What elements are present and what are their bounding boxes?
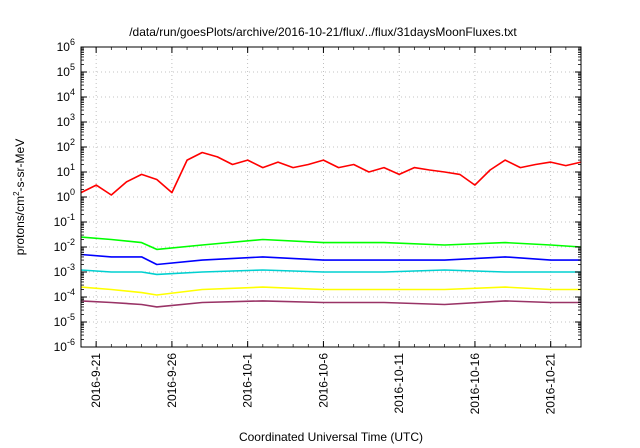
x-tick-label: 2016-10-21 <box>544 353 558 415</box>
x-axis-ticks: 2016-9-21 2016-9-26 2016-10-1 2016-10-6 2016… <box>89 47 567 415</box>
y-axis-ticks: 10-6 10-5 10-4 10-3 10-2 10-1 100 101 102 103 104 1… <box>54 37 581 354</box>
y-tick-label: 10-6 <box>54 337 75 354</box>
x-tick-label: 2016-10-16 <box>468 353 482 415</box>
x-tick-label: 2016-9-26 <box>165 353 179 408</box>
series-line-6 <box>80 300 581 308</box>
y-tick-label: 100 <box>57 187 75 204</box>
y-tick-label: 102 <box>57 137 75 154</box>
y-tick-label: 105 <box>57 62 75 79</box>
y-axis-label: protons/cm2-s-sr-MeV <box>12 139 27 255</box>
y-tick-label: 101 <box>57 162 75 179</box>
series-line-5 <box>80 286 581 296</box>
x-tick-label: 2016-10-6 <box>316 353 330 408</box>
y-tick-label: 10-2 <box>54 237 75 254</box>
series-line-4 <box>80 269 581 276</box>
chart-title: /data/run/goesPlots/archive/2016-10-21/f… <box>129 25 517 39</box>
y-tick-label: 10-3 <box>54 262 75 279</box>
x-tick-label: 2016-10-11 <box>392 353 406 414</box>
x-tick-label: 2016-9-21 <box>89 353 103 408</box>
series-group <box>80 151 582 308</box>
y-tick-label: 104 <box>57 87 75 104</box>
y-tick-label: 103 <box>57 112 75 129</box>
y-tick-label: 10-5 <box>54 312 75 329</box>
x-tick-label: 2016-10-1 <box>241 353 255 408</box>
series-line-1 <box>80 151 582 196</box>
series-line-3 <box>80 253 581 266</box>
y-tick-label: 106 <box>57 37 75 54</box>
y-tick-label: 10-1 <box>54 212 75 229</box>
x-axis-label: Coordinated Universal Time (UTC) <box>239 430 423 444</box>
y-tick-label: 10-4 <box>54 287 75 304</box>
series-line-2 <box>80 236 582 251</box>
